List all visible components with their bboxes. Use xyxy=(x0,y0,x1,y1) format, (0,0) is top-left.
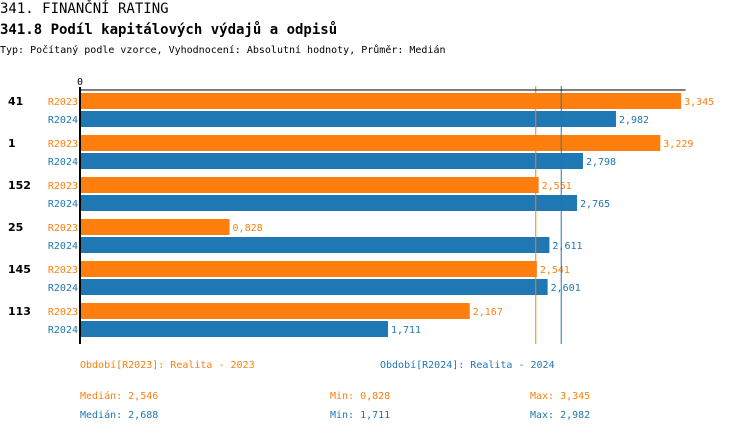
series-label: R2023 xyxy=(48,97,78,108)
stat-max-r2024: Max: 2,982 xyxy=(530,410,591,421)
bar xyxy=(81,261,537,277)
data-label: 2,982 xyxy=(619,115,649,126)
bar xyxy=(81,195,578,211)
data-label: 2,798 xyxy=(586,157,616,168)
data-label: 2,551 xyxy=(542,181,572,192)
bar xyxy=(81,279,548,295)
data-label: 2,611 xyxy=(552,241,582,252)
category-label: 113 xyxy=(8,305,31,318)
data-label: 3,229 xyxy=(663,139,693,150)
bar xyxy=(81,219,230,235)
stat-max-r2023: Max: 3,345 xyxy=(530,391,591,402)
series-label: R2023 xyxy=(48,265,78,276)
series-label: R2024 xyxy=(48,283,78,294)
legend-period-r2023: Období[R2023]: Realita - 2023 xyxy=(80,360,255,371)
series-label: R2023 xyxy=(48,223,78,234)
stat-median-r2023: Medián: 2,546 xyxy=(80,391,159,402)
bar xyxy=(81,153,583,169)
series-label: R2024 xyxy=(48,241,78,252)
bar xyxy=(81,111,616,127)
data-label: 1,711 xyxy=(391,325,421,336)
data-label: 2,541 xyxy=(540,265,570,276)
bar xyxy=(81,321,388,337)
chart-title: 341.8 Podíl kapitálových výdajů a odpisů xyxy=(0,22,338,38)
series-label: R2023 xyxy=(48,139,78,150)
series-label: R2023 xyxy=(48,307,78,318)
series-label: R2024 xyxy=(48,157,78,168)
bar xyxy=(81,177,539,193)
series-label: R2023 xyxy=(48,181,78,192)
data-label: 2,765 xyxy=(580,199,610,210)
bar-chart: 41 R2023 3,345 R2024 2,982 1 R2023 3,229 R2024 2,… xyxy=(8,77,714,344)
series-label: R2024 xyxy=(48,325,78,336)
category-label: 25 xyxy=(8,221,23,234)
data-label: 3,345 xyxy=(684,97,714,108)
bar xyxy=(81,93,682,109)
category-label: 41 xyxy=(8,95,23,108)
bar xyxy=(81,135,661,151)
category-label: 1 xyxy=(8,137,16,150)
series-label: R2024 xyxy=(48,115,78,126)
category-label: 152 xyxy=(8,179,31,192)
page-title: 341. FINANČNÍ RATING xyxy=(0,1,169,17)
stat-median-r2024: Medián: 2,688 xyxy=(80,410,159,421)
data-label: 0,828 xyxy=(233,223,263,234)
series-label: R2024 xyxy=(48,199,78,210)
chart-description: Typ: Počítaný podle vzorce, Vyhodnocení:… xyxy=(0,45,446,56)
data-label: 2,601 xyxy=(551,283,581,294)
category-label: 145 xyxy=(8,263,31,276)
data-label: 2,167 xyxy=(473,307,503,318)
stat-min-r2024: Min: 1,711 xyxy=(330,410,391,421)
bar xyxy=(81,303,470,319)
legend-period-r2024: Období[R2024]: Realita - 2024 xyxy=(380,360,555,371)
stat-min-r2023: Min: 0,828 xyxy=(330,391,391,402)
bar xyxy=(81,237,550,253)
x-tick-label: 0 xyxy=(77,77,83,88)
